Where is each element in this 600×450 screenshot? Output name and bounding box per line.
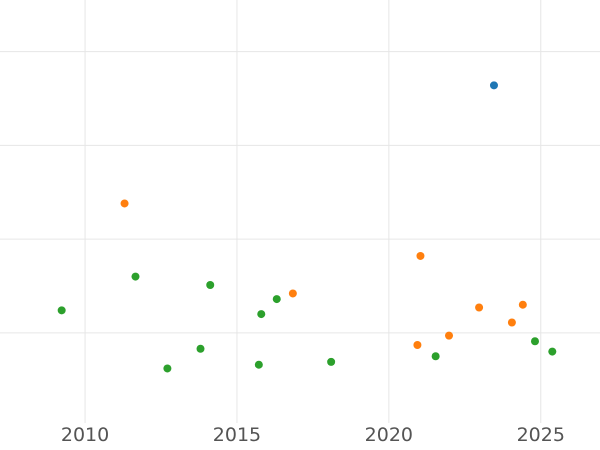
data-point-green bbox=[327, 357, 336, 366]
data-point-green bbox=[254, 360, 263, 369]
data-point-orange bbox=[445, 331, 454, 340]
data-point-orange bbox=[475, 303, 484, 312]
data-point-orange bbox=[120, 199, 129, 208]
data-point-orange bbox=[288, 289, 297, 298]
data-point-green bbox=[131, 272, 140, 281]
data-point-green bbox=[206, 281, 215, 289]
data-point-green bbox=[257, 310, 266, 319]
data-point-orange bbox=[518, 300, 527, 309]
data-point-green bbox=[272, 295, 281, 304]
data-point-orange bbox=[416, 251, 425, 260]
data-point-blue bbox=[489, 81, 498, 90]
data-point-orange bbox=[413, 341, 422, 349]
data-point-green bbox=[548, 347, 557, 356]
x-tick-label: 2020 bbox=[365, 424, 413, 446]
data-point-green bbox=[163, 364, 172, 373]
data-point-green bbox=[196, 344, 205, 353]
data-point-green bbox=[530, 337, 539, 346]
x-tick-label: 2025 bbox=[517, 424, 565, 446]
x-tick-label: 2010 bbox=[61, 424, 109, 446]
data-point-green bbox=[431, 352, 440, 361]
data-point-orange bbox=[507, 318, 516, 327]
x-tick-label: 2015 bbox=[213, 424, 261, 446]
data-point-green bbox=[57, 306, 66, 315]
